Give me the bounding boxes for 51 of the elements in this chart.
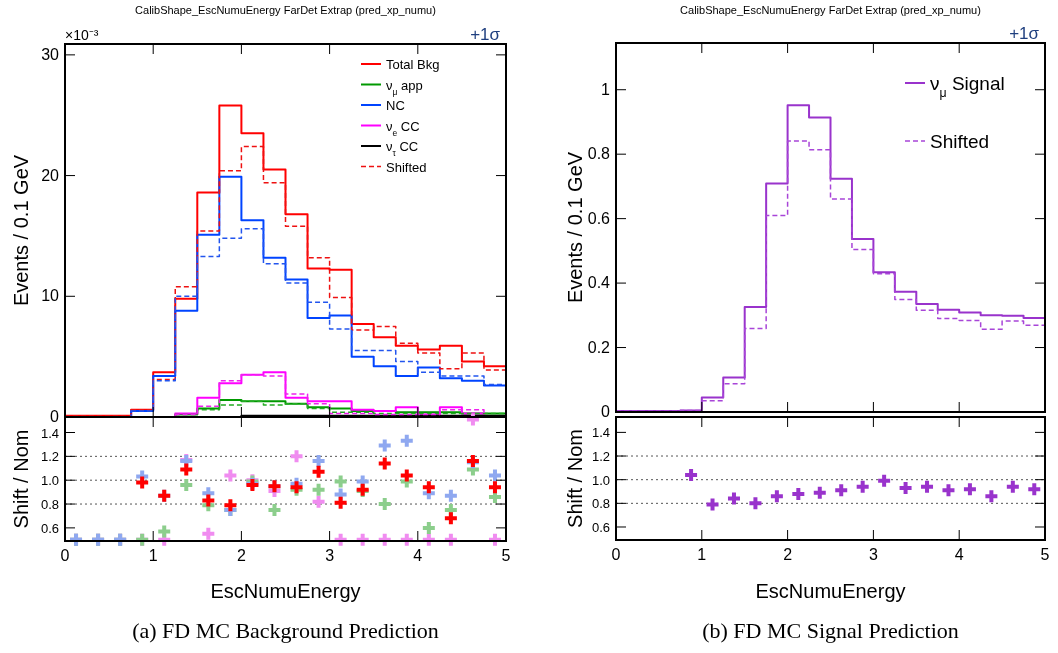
y-tick-label: 0.8 xyxy=(40,497,59,513)
y-tick-label: 1.0 xyxy=(591,472,610,488)
y-axis-title: Shift / Nom xyxy=(564,429,586,528)
y-tick-label: 1.2 xyxy=(591,449,610,465)
x-tick-label: 2 xyxy=(236,547,246,564)
x-tick-label: 2 xyxy=(783,546,793,563)
text: (a) FD MC Background Prediction xyxy=(132,618,439,643)
x-tick-label: 3 xyxy=(868,546,878,563)
y-axis-title: Shift / Nom xyxy=(10,429,32,529)
legend-label: ν$_{τ}$ CC xyxy=(386,139,419,158)
y-tick-label: 0.8 xyxy=(587,145,611,163)
legend-label: Total Bkg xyxy=(386,57,440,72)
y-axis-title: Events / 0.1 GeV xyxy=(10,154,32,307)
legend-label: ν$_{e}$ CC xyxy=(386,118,420,138)
legend-label: ν$_{μ}$ Signal xyxy=(930,73,1005,100)
y-tick-label: 0 xyxy=(601,403,611,420)
y-tick-label: 1.4 xyxy=(591,425,610,441)
annotation: +1σ xyxy=(1009,24,1040,43)
x-axis-title: EscNumuEnergy xyxy=(755,580,906,602)
y-tick-label: 0.6 xyxy=(40,520,59,536)
chart-title: CalibShape_EscNumuEnergy FarDet Extrap (pred_xp_numu) xyxy=(135,4,436,16)
y-tick-label: 1.4 xyxy=(40,425,59,441)
legend-label: Shifted xyxy=(930,131,990,152)
y-tick-label: 0.8 xyxy=(591,496,610,512)
y-tick-label: 10 xyxy=(41,287,60,305)
y-tick-label: 1.0 xyxy=(40,473,59,489)
x-tick-label: 5 xyxy=(1040,546,1050,563)
legend-label: NC xyxy=(386,98,405,113)
y-tick-label: 20 xyxy=(41,166,60,184)
x-tick-label: 4 xyxy=(413,547,423,564)
annotation: +1σ xyxy=(470,25,501,44)
text: ×10⁻³ xyxy=(65,27,99,43)
y-axis-title: Events / 0.1 GeV xyxy=(564,151,586,304)
legend-label: Shifted xyxy=(386,159,427,175)
x-axis-title: EscNumuEnergy xyxy=(210,580,361,602)
chart-title: CalibShape_EscNumuEnergy FarDet Extrap (pred_xp_numu) xyxy=(680,4,981,16)
y-tick-label: 1 xyxy=(601,80,611,98)
y-tick-label: 0.6 xyxy=(591,519,610,535)
y-tick-label: 0 xyxy=(50,408,60,425)
y-tick-label: 30 xyxy=(41,45,60,63)
x-tick-label: 3 xyxy=(325,547,335,564)
x-tick-label: 1 xyxy=(697,546,707,563)
legend-label: ν$_{μ}$ app xyxy=(386,77,423,97)
x-tick-label: 4 xyxy=(954,546,964,563)
text: (b) FD MC Signal Prediction xyxy=(702,618,959,643)
y-tick-label: 0.4 xyxy=(587,274,611,292)
x-tick-label: 1 xyxy=(148,547,158,564)
y-tick-label: 0.2 xyxy=(587,338,611,356)
x-tick-label: 5 xyxy=(501,547,511,564)
y-tick-label: 0.6 xyxy=(587,209,611,227)
y-tick-label: 1.2 xyxy=(40,449,59,465)
